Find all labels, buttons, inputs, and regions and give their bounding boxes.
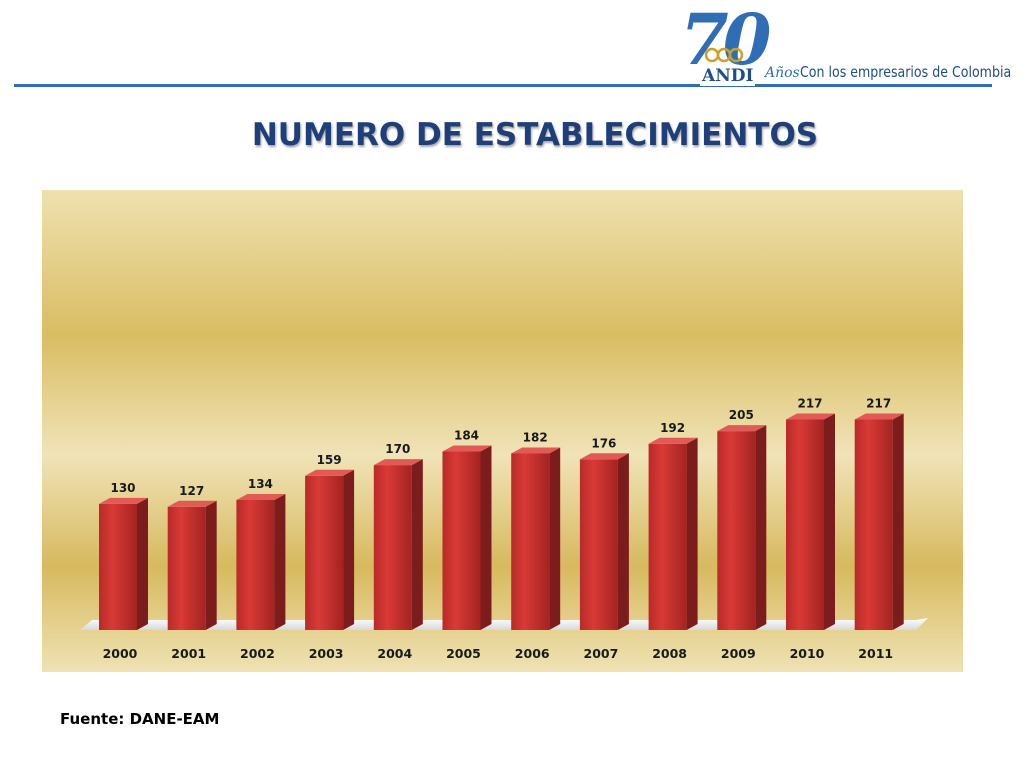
- chart-panel: 130 127 134 159 170 184 182 176 192 205 217 217 200…: [42, 190, 963, 672]
- data-label-2008: 192: [660, 421, 685, 435]
- bar-2008: [648, 437, 698, 630]
- header-rule: [14, 84, 992, 87]
- data-label-2007: 176: [591, 436, 616, 450]
- data-label-2006: 182: [523, 430, 548, 444]
- data-label-2004: 170: [385, 442, 410, 456]
- bar-chart: 130 127 134 159 170 184 182 176 192 205 217 217 200…: [42, 190, 963, 672]
- data-label-2002: 134: [248, 477, 273, 491]
- bar-2007: [579, 453, 629, 630]
- bar-2002: [236, 494, 286, 630]
- x-tick-2010: 2010: [790, 646, 825, 661]
- chart-floor: [80, 618, 928, 630]
- data-label-2001: 127: [179, 484, 204, 498]
- bar-2011: [854, 413, 904, 630]
- x-tick-2002: 2002: [240, 646, 275, 661]
- logo-number: 70: [680, 0, 771, 81]
- logo-rings-icon: [704, 47, 744, 63]
- x-tick-2008: 2008: [652, 646, 687, 661]
- bar-2000: [99, 497, 148, 630]
- bar-2010: [786, 413, 835, 630]
- x-tick-2005: 2005: [446, 646, 481, 661]
- data-label-2003: 159: [317, 453, 342, 467]
- data-label-2005: 184: [454, 429, 479, 443]
- x-tick-2006: 2006: [515, 646, 550, 661]
- x-tick-2007: 2007: [584, 646, 619, 661]
- data-label-2011: 217: [866, 397, 891, 411]
- andi-logo: 70 ANDI Años Con los empresarios de Colo…: [680, 2, 1011, 86]
- data-label-2000: 130: [110, 481, 135, 495]
- bar-2003: [305, 469, 355, 630]
- bar-2004: [373, 459, 423, 630]
- source-note: Fuente: DANE-EAM: [60, 710, 220, 728]
- logo-brand: ANDI: [700, 66, 756, 86]
- bar-2006: [511, 447, 561, 630]
- x-tick-2001: 2001: [171, 646, 206, 661]
- data-label-2009: 205: [729, 408, 754, 422]
- x-tick-2011: 2011: [858, 646, 893, 661]
- x-tick-2004: 2004: [377, 646, 412, 661]
- logo-anos: Años: [765, 65, 800, 81]
- bar-2005: [442, 445, 492, 630]
- bar-2009: [717, 425, 767, 630]
- x-tick-2000: 2000: [103, 646, 138, 661]
- data-label-2010: 217: [797, 397, 822, 411]
- logo-tagline: Con los empresarios de Colombia: [800, 63, 1012, 81]
- bar-2001: [167, 500, 217, 630]
- x-tick-2009: 2009: [721, 646, 756, 661]
- chart-title: NUMERO DE ESTABLECIMIENTOS: [251, 117, 819, 153]
- x-tick-2003: 2003: [309, 646, 344, 661]
